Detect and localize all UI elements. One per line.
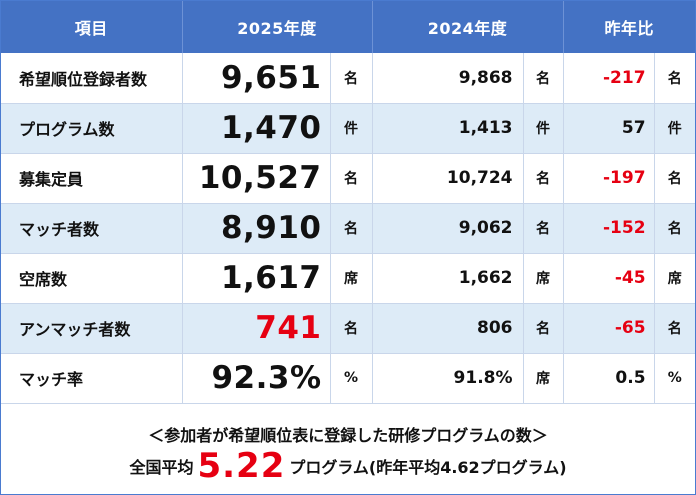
avg-prefix: 全国平均 bbox=[129, 458, 194, 477]
unit-2025: 名 bbox=[330, 303, 373, 354]
unit-diff: % bbox=[654, 353, 696, 404]
unit-2024: 名 bbox=[523, 53, 564, 104]
unit-2024: 件 bbox=[523, 103, 564, 154]
unit-diff: 名 bbox=[654, 53, 696, 104]
yoy-diff: -217 bbox=[563, 53, 655, 104]
national-average: 全国平均 5.22 プログラム(昨年平均4.62プログラム) bbox=[1, 446, 695, 486]
value-2025: 10,527 bbox=[182, 153, 331, 204]
yoy-diff: 57 bbox=[563, 103, 655, 154]
yoy-diff: -65 bbox=[563, 303, 655, 354]
unit-2024: 名 bbox=[523, 203, 564, 254]
unit-2025: 件 bbox=[330, 103, 373, 154]
unit-2024: 席 bbox=[523, 353, 564, 404]
table-row: 募集定員 10,527 名 10,724 名 -197 名 bbox=[1, 153, 696, 204]
unit-2025: 名 bbox=[330, 53, 373, 104]
avg-value: 5.22 bbox=[197, 446, 286, 486]
matching-stats-table: 項目 2025年度 2024年度 昨年比 希望順位登録者数 9,651 名 9,868… bbox=[1, 1, 696, 404]
unit-2024: 名 bbox=[523, 303, 564, 354]
header-item: 項目 bbox=[1, 1, 183, 53]
header-yoy: 昨年比 bbox=[604, 19, 655, 38]
table-row: アンマッチ者数 741 名 806 名 -65 名 bbox=[1, 303, 696, 354]
table-row: マッチ率 92.3%% 91.8% 席 0.5% bbox=[1, 353, 696, 404]
value-2024: 91.8% bbox=[372, 353, 524, 404]
table-row: マッチ者数 8,910 名 9,062 名 -152 名 bbox=[1, 203, 696, 254]
value-2024: 9,868 bbox=[372, 53, 524, 104]
unit-diff: 件 bbox=[654, 103, 696, 154]
unit-2024: 席 bbox=[523, 253, 564, 304]
value-2025: 8,910 bbox=[182, 203, 331, 254]
footer-note: ＜参加者が希望順位表に登録した研修プログラムの数＞ bbox=[148, 426, 548, 445]
value-2025: 92.3% bbox=[182, 353, 331, 404]
value-2024: 1,662 bbox=[372, 253, 524, 304]
row-label: プログラム数 bbox=[1, 103, 183, 154]
footer-summary: ＜参加者が希望順位表に登録した研修プログラムの数＞ 全国平均 5.22 プログラム(… bbox=[1, 406, 695, 494]
value-2024: 9,062 bbox=[372, 203, 524, 254]
unit-diff: 席 bbox=[654, 253, 696, 304]
header-2024: 2024年度 bbox=[372, 1, 564, 53]
row-label: 募集定員 bbox=[1, 153, 183, 204]
unit-2025: 名 bbox=[330, 153, 373, 204]
table-row: プログラム数 1,470 件 1,413 件 57 件 bbox=[1, 103, 696, 154]
row-label: 空席数 bbox=[1, 253, 183, 304]
yoy-diff: -45 bbox=[563, 253, 655, 304]
table-row: 空席数 1,617 席 1,662 席 -45 席 bbox=[1, 253, 696, 304]
value-2025: 741 bbox=[182, 303, 331, 354]
unit-diff: 名 bbox=[654, 303, 696, 354]
value-2025: 1,617 bbox=[182, 253, 331, 304]
table-header-row: 項目 2025年度 2024年度 昨年比 bbox=[1, 1, 696, 53]
row-label: マッチ者数 bbox=[1, 203, 183, 254]
unit-2025: 席 bbox=[330, 253, 373, 304]
value-2025: 9,651 bbox=[182, 53, 331, 104]
row-label: 希望順位登録者数 bbox=[1, 53, 183, 104]
header-2025: 2025年度 bbox=[182, 1, 373, 53]
row-label: マッチ率 bbox=[1, 353, 183, 404]
yoy-diff: -197 bbox=[563, 153, 655, 204]
unit-diff: 名 bbox=[654, 153, 696, 204]
yoy-diff: 0.5 bbox=[563, 353, 655, 404]
value-2025: 1,470 bbox=[182, 103, 331, 154]
table-row: 希望順位登録者数 9,651 名 9,868 名 -217 名 bbox=[1, 53, 696, 104]
unit-2025: % bbox=[330, 353, 373, 404]
value-2024: 806 bbox=[372, 303, 524, 354]
unit-2024: 名 bbox=[523, 153, 564, 204]
yoy-diff: -152 bbox=[563, 203, 655, 254]
unit-diff: 名 bbox=[654, 203, 696, 254]
value-2024: 1,413 bbox=[372, 103, 524, 154]
unit-2025: 名 bbox=[330, 203, 373, 254]
row-label: アンマッチ者数 bbox=[1, 303, 183, 354]
avg-suffix: プログラム(昨年平均4.62プログラム) bbox=[289, 458, 567, 477]
value-2024: 10,724 bbox=[372, 153, 524, 204]
